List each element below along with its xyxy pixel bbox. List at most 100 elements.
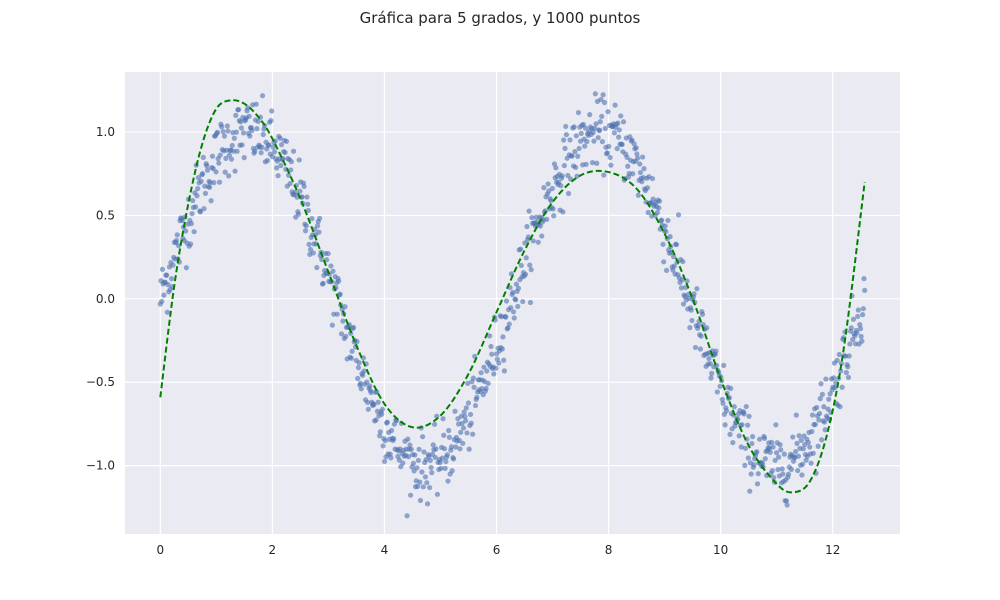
scatter-point	[821, 404, 827, 410]
scatter-point	[720, 400, 726, 406]
scatter-point	[562, 145, 568, 151]
scatter-point	[602, 125, 608, 132]
scatter-point	[614, 146, 620, 152]
scatter-point	[204, 163, 210, 169]
scatter-point	[493, 365, 499, 371]
scatter-point	[164, 309, 170, 315]
scatter-point	[857, 326, 864, 332]
scatter-point	[582, 143, 588, 149]
scatter-point	[491, 371, 497, 377]
scatter-point	[578, 130, 584, 136]
scatter-point	[850, 316, 857, 322]
scatter-point	[826, 396, 832, 402]
scatter-point	[438, 465, 444, 471]
scatter-point	[553, 165, 559, 171]
scatter-point	[373, 417, 379, 423]
x-tick-label: 8	[605, 543, 613, 557]
scatter-point	[221, 133, 228, 139]
scatter-point	[396, 457, 402, 463]
x-axis: 0 2 4 6 8 10 12	[156, 543, 840, 557]
scatter-point	[317, 215, 323, 221]
scatter-point	[597, 119, 603, 125]
scatter-point	[233, 129, 240, 135]
scatter-point	[656, 198, 663, 204]
scatter-point	[232, 168, 238, 174]
scatter-point	[847, 341, 853, 347]
scatter-point	[304, 194, 310, 200]
scatter-point	[472, 402, 479, 409]
scatter-point	[800, 461, 806, 467]
scatter-point	[371, 402, 377, 408]
scatter-point	[245, 105, 251, 111]
scatter-point	[408, 446, 414, 452]
scatter-point	[634, 151, 640, 157]
scatter-point	[793, 449, 799, 455]
scatter-point	[738, 444, 744, 450]
scatter-point	[376, 433, 383, 439]
scatter-point	[364, 379, 370, 385]
scatter-point	[785, 471, 792, 477]
scatter-point	[728, 385, 734, 391]
scatter-point	[575, 153, 581, 159]
scatter-point	[241, 155, 247, 161]
scatter-point	[571, 124, 577, 130]
scatter-point	[620, 119, 627, 125]
scatter-point	[845, 374, 852, 380]
scatter-point	[515, 285, 522, 291]
scatter-point	[780, 471, 786, 477]
scatter-point	[526, 208, 532, 214]
scatter-point	[443, 458, 449, 465]
scatter-point	[268, 117, 274, 124]
scatter-point	[434, 491, 441, 497]
scatter-point	[470, 375, 476, 381]
scatter-point	[280, 156, 286, 162]
scatter-point	[430, 442, 436, 448]
scatter-point	[548, 198, 554, 204]
scatter-point	[822, 427, 828, 433]
scatter-point	[213, 169, 219, 175]
scatter-point	[179, 217, 185, 224]
scatter-point	[446, 427, 452, 434]
scatter-point	[721, 362, 727, 369]
scatter-point	[223, 155, 229, 161]
scatter-point	[838, 368, 844, 374]
scatter-point	[456, 437, 462, 443]
scatter-point	[238, 119, 244, 125]
scatter-point	[767, 449, 773, 455]
chart-title: Gráfica para 5 grados, y 1000 puntos	[359, 9, 641, 27]
scatter-point	[374, 389, 380, 395]
scatter-point	[190, 197, 196, 204]
scatter-point	[838, 360, 845, 367]
scatter-point	[513, 297, 519, 303]
scatter-point	[635, 192, 641, 198]
scatter-point	[282, 149, 288, 156]
scatter-point	[224, 123, 230, 129]
scatter-point	[460, 440, 466, 446]
scatter-point	[680, 258, 686, 265]
scatter-point	[675, 212, 682, 218]
scatter-point	[254, 126, 260, 132]
scatter-point	[485, 380, 491, 387]
scatter-point	[307, 246, 314, 253]
x-tick-label: 12	[825, 543, 840, 557]
scatter-point	[264, 157, 271, 164]
scatter-point	[391, 436, 397, 442]
scatter-point	[384, 419, 390, 425]
scatter-point	[283, 138, 290, 145]
scatter-point	[259, 93, 266, 99]
scatter-point	[506, 321, 512, 327]
scatter-point	[559, 173, 565, 179]
scatter-point	[594, 160, 600, 166]
scatter-point	[560, 209, 566, 215]
scatter-point	[277, 135, 283, 141]
fit-line-series	[159, 99, 866, 494]
scatter-point	[357, 380, 364, 386]
scatter-point	[704, 325, 710, 331]
scatter-point	[459, 420, 465, 427]
scatter-point	[320, 280, 326, 286]
scatter-point	[458, 429, 464, 435]
scatter-point	[697, 346, 704, 352]
scatter-point	[783, 498, 790, 504]
scatter-point	[500, 334, 506, 340]
scatter-point	[862, 287, 868, 293]
